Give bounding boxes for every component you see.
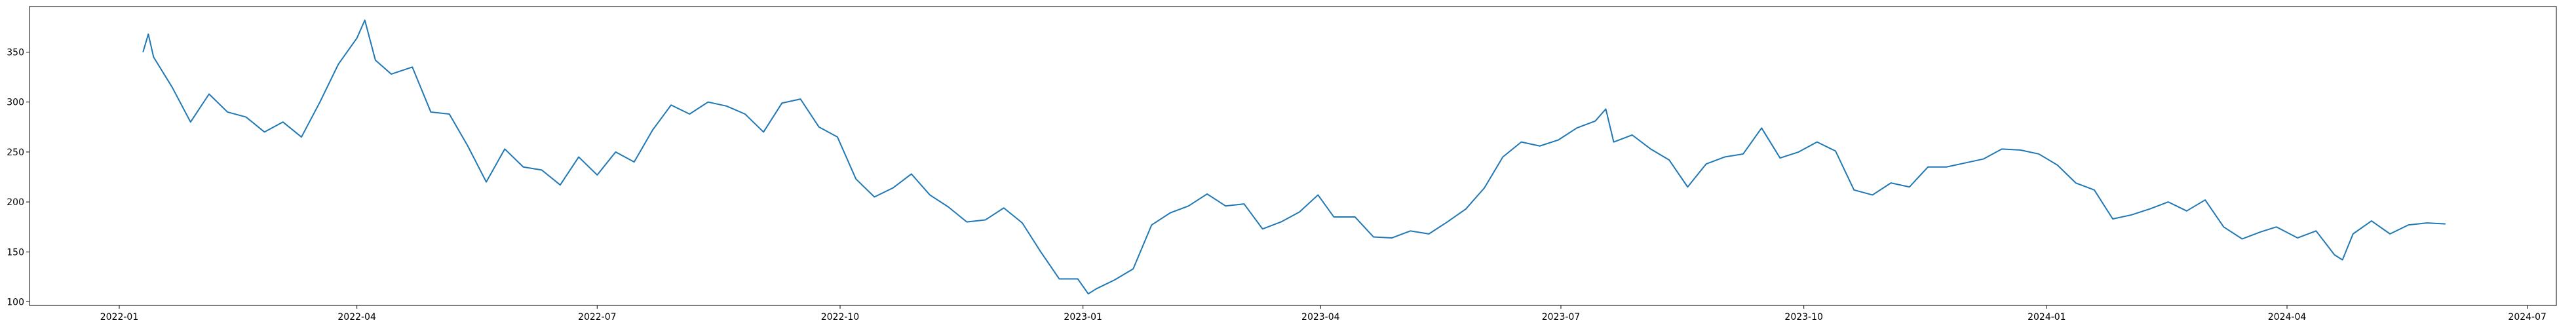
x-tick-label: 2024-01 [2028,312,2066,322]
x-tick-label: 2022-01 [100,312,139,322]
axes-frame [29,6,2557,306]
x-tick-label: 2023-04 [1301,312,1340,322]
x-tick-label: 2023-10 [1784,312,1823,322]
x-tick-label: 2022-07 [578,312,617,322]
y-tick-label: 150 [7,247,24,258]
y-tick-label: 250 [7,147,24,158]
x-tick-label: 2022-10 [821,312,860,322]
x-tick-label: 2024-07 [2508,312,2547,322]
y-tick-label: 300 [7,98,24,108]
y-tick-label: 200 [7,197,24,208]
y-tick-label: 350 [7,47,24,58]
x-tick-label: 2023-01 [1064,312,1102,322]
y-tick-label: 100 [7,298,24,308]
x-tick-label: 2024-04 [2268,312,2307,322]
x-tick-label: 2023-07 [1542,312,1581,322]
x-tick-label: 2022-04 [337,312,376,322]
line-series [142,19,2446,295]
